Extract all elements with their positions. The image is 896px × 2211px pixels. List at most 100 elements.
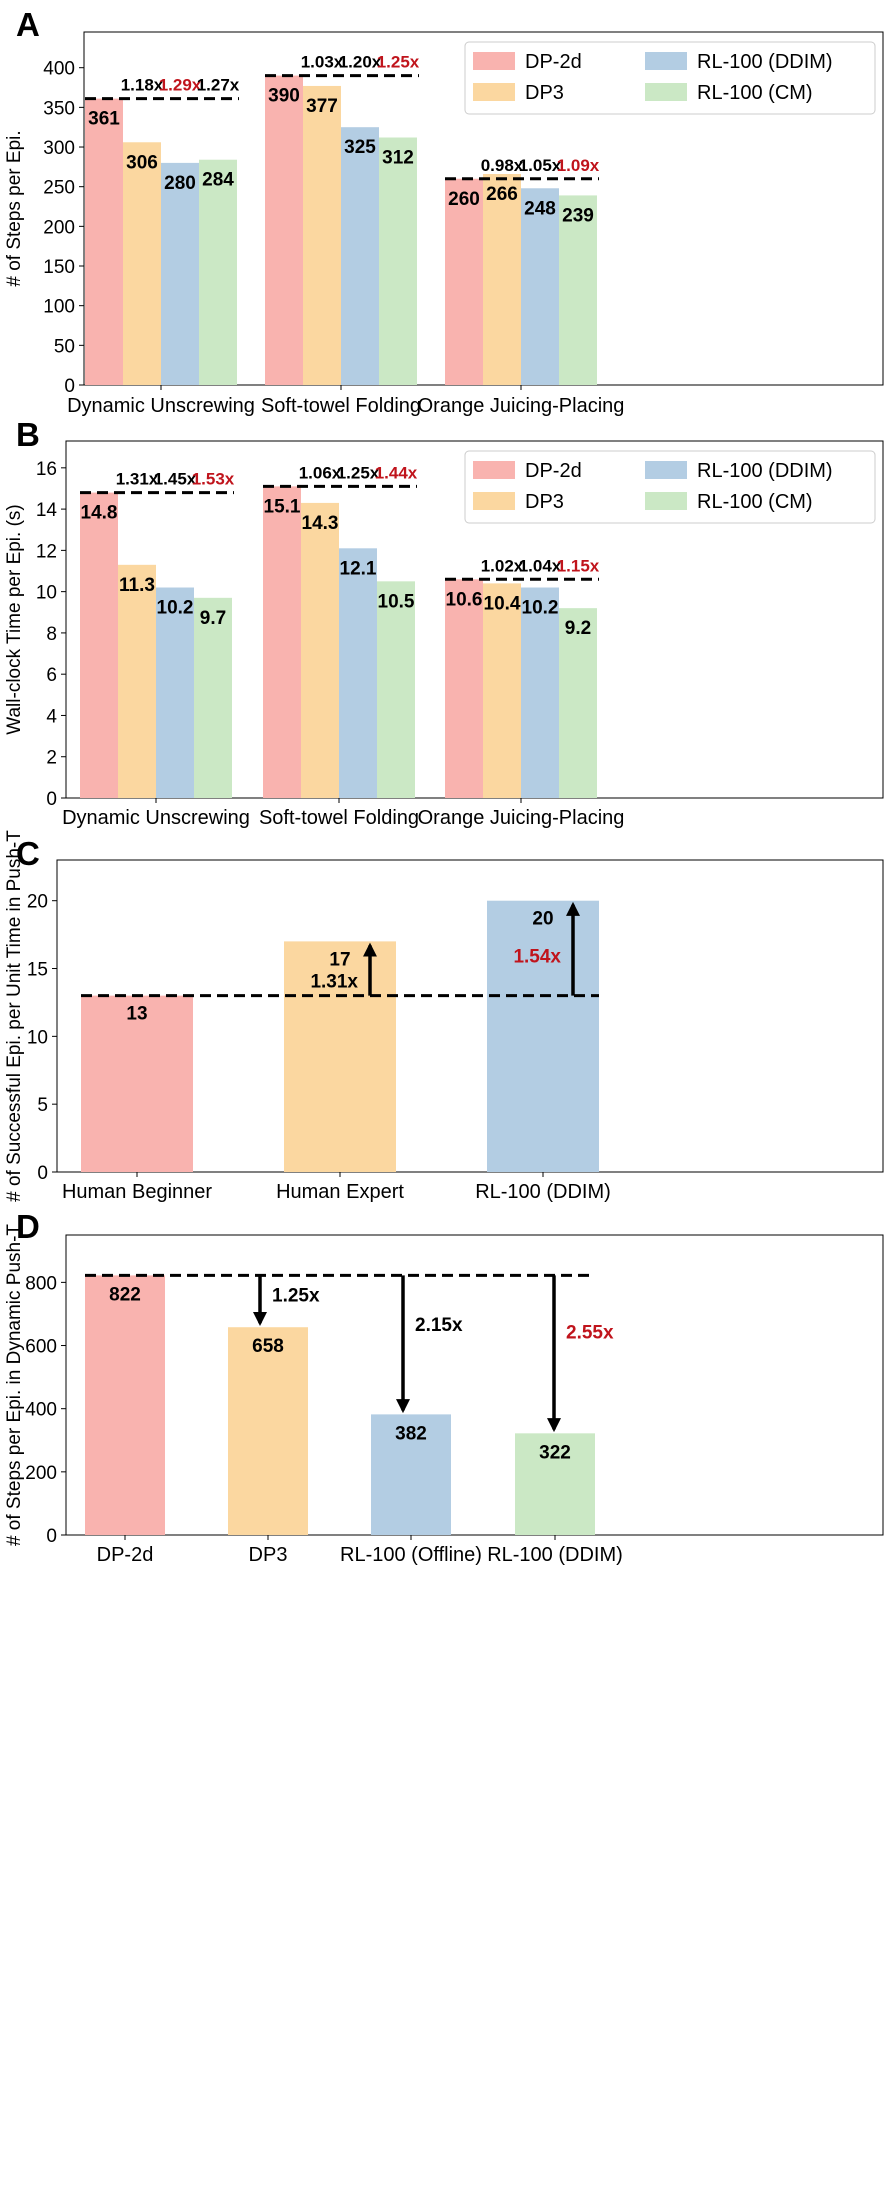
y-tick-label: 0	[37, 1163, 48, 1184]
value-label: 822	[109, 1284, 141, 1305]
y-tick-label: 8	[46, 624, 57, 645]
ratio-label: 1.27x	[197, 76, 240, 95]
bar-dp3-soft-towel-folding	[303, 85, 341, 385]
y-tick-label: 14	[36, 500, 58, 521]
legend-swatch-rl-100-ddim	[645, 52, 687, 70]
value-label: 377	[306, 96, 338, 117]
y-tick-label: 20	[27, 892, 48, 913]
plot-frame	[56, 859, 884, 1173]
legend-box	[464, 450, 876, 524]
value-label: 20	[532, 909, 553, 930]
ratio-label: 1.06x	[299, 463, 342, 482]
value-label: 280	[164, 173, 196, 194]
bar-dp3-orange-juicing-placing	[483, 583, 521, 798]
ratio-label: 1.15x	[557, 556, 600, 575]
category-label: Human Expert	[276, 1181, 404, 1203]
ratio-label: 1.25x	[377, 53, 420, 72]
y-tick-label: 4	[46, 706, 57, 727]
bar-dp-2d-orange-juicing-placing	[445, 178, 483, 385]
bar-rl-100-cm-dynamic-unscrewing	[199, 159, 237, 385]
category-label: Dynamic Unscrewing	[62, 807, 250, 829]
legend-entry: DP3	[525, 82, 564, 104]
category-label: Dynamic Unscrewing	[67, 395, 255, 417]
ratio-label: 1.54x	[513, 946, 561, 967]
ratio-label: 1.04x	[519, 556, 562, 575]
ratio-label: 2.55x	[566, 1323, 614, 1344]
panel-label: C	[16, 835, 40, 872]
y-tick-label: 5	[37, 1095, 48, 1116]
value-label: 325	[344, 137, 376, 158]
bar-dp-2d-soft-towel-folding	[265, 75, 303, 385]
y-tick-label: 400	[25, 1400, 57, 1421]
value-label: 266	[486, 184, 518, 205]
value-label: 9.7	[200, 608, 226, 629]
value-label: 239	[562, 205, 594, 226]
y-tick-label: 50	[54, 336, 75, 357]
legend-swatch-dp-2d	[473, 461, 515, 479]
legend-swatch-rl-100-ddim	[645, 461, 687, 479]
y-tick-label: 200	[25, 1463, 57, 1484]
bar-dp3-soft-towel-folding	[301, 502, 339, 798]
ratio-label: 1.20x	[339, 53, 382, 72]
bar-rl-100-ddim-soft-towel-folding	[339, 548, 377, 798]
panel-d-steps-dynamic-push-t: 0 200 400 600 800# of Steps per Epi. in Dyna…	[4, 1208, 884, 1566]
plot-frame	[65, 1234, 884, 1536]
value-label: 10.4	[484, 593, 521, 614]
y-tick-label: 6	[46, 665, 57, 686]
legend-entry: DP-2d	[525, 51, 582, 73]
ratio-label: 1.45x	[154, 470, 197, 489]
panel-label: D	[16, 1208, 40, 1245]
y-axis-label: # of Steps per Epi. in Dynamic Push-T	[4, 1224, 25, 1546]
legend-swatch-dp3	[473, 83, 515, 101]
bar-dp3-dynamic-unscrewing	[123, 142, 161, 385]
value-label: 658	[252, 1336, 284, 1357]
category-label: Soft-towel Folding	[261, 395, 421, 417]
legend-entry: RL-100 (DDIM)	[697, 460, 833, 482]
bar-rl-100-cm-orange-juicing-placing	[559, 608, 597, 798]
value-label: 284	[202, 170, 234, 191]
category-label: RL-100 (DDIM)	[475, 1181, 611, 1203]
bar-dp-2d-dynamic-unscrewing	[80, 492, 118, 798]
y-tick-label: 2	[46, 748, 57, 769]
value-label: 12.1	[340, 558, 377, 579]
value-label: 10.5	[378, 591, 415, 612]
y-tick-label: 250	[43, 178, 75, 199]
y-tick-label: 400	[43, 59, 75, 80]
value-label: 10.2	[522, 598, 559, 619]
y-tick-label: 0	[46, 789, 57, 810]
category-label: Human Beginner	[62, 1181, 212, 1203]
value-label: 390	[268, 86, 300, 107]
y-axis-label: # of Successful Epi. per Unit Time in Pu…	[4, 830, 25, 1202]
ratio-label: 1.53x	[192, 470, 235, 489]
category-label: Orange Juicing-Placing	[418, 807, 625, 829]
ratio-label: 1.05x	[519, 156, 562, 175]
value-label: 10.6	[446, 589, 483, 610]
legend-entry: RL-100 (CM)	[697, 491, 813, 513]
y-axis-label: # of Steps per Epi.	[4, 130, 25, 286]
bar-dp-2d-dynamic-unscrewing	[85, 98, 123, 386]
value-label: 260	[448, 189, 480, 210]
ratio-label: 0.98x	[481, 156, 524, 175]
value-label: 322	[539, 1442, 571, 1463]
ratio-label: 1.02x	[481, 556, 524, 575]
panel-label: A	[16, 6, 40, 43]
legend-swatch-rl-100-cm	[645, 83, 687, 101]
y-tick-label: 150	[43, 257, 75, 278]
ratio-label: 1.31x	[310, 972, 358, 993]
value-label: 14.8	[81, 503, 118, 524]
value-label: 361	[88, 109, 120, 130]
category-label: Orange Juicing-Placing	[418, 395, 625, 417]
bar-human-beginner	[81, 995, 193, 1172]
value-label: 11.3	[119, 575, 155, 596]
panel-b-wall-clock-time: 0 2 4 6 8 10 12 14 16 Wall-clock Time per Epi. (s…	[4, 416, 884, 829]
y-tick-label: 600	[25, 1337, 57, 1358]
bar-rl-100-cm-dynamic-unscrewing	[194, 597, 232, 798]
legend-entry: RL-100 (CM)	[697, 82, 813, 104]
value-label: 382	[395, 1423, 427, 1444]
y-axis-label: Wall-clock Time per Epi. (s)	[4, 504, 25, 735]
bar-rl-100-ddim-soft-towel-folding	[341, 127, 379, 385]
bar-rl-100-cm-soft-towel-folding	[377, 581, 415, 798]
value-label: 14.3	[302, 513, 339, 534]
